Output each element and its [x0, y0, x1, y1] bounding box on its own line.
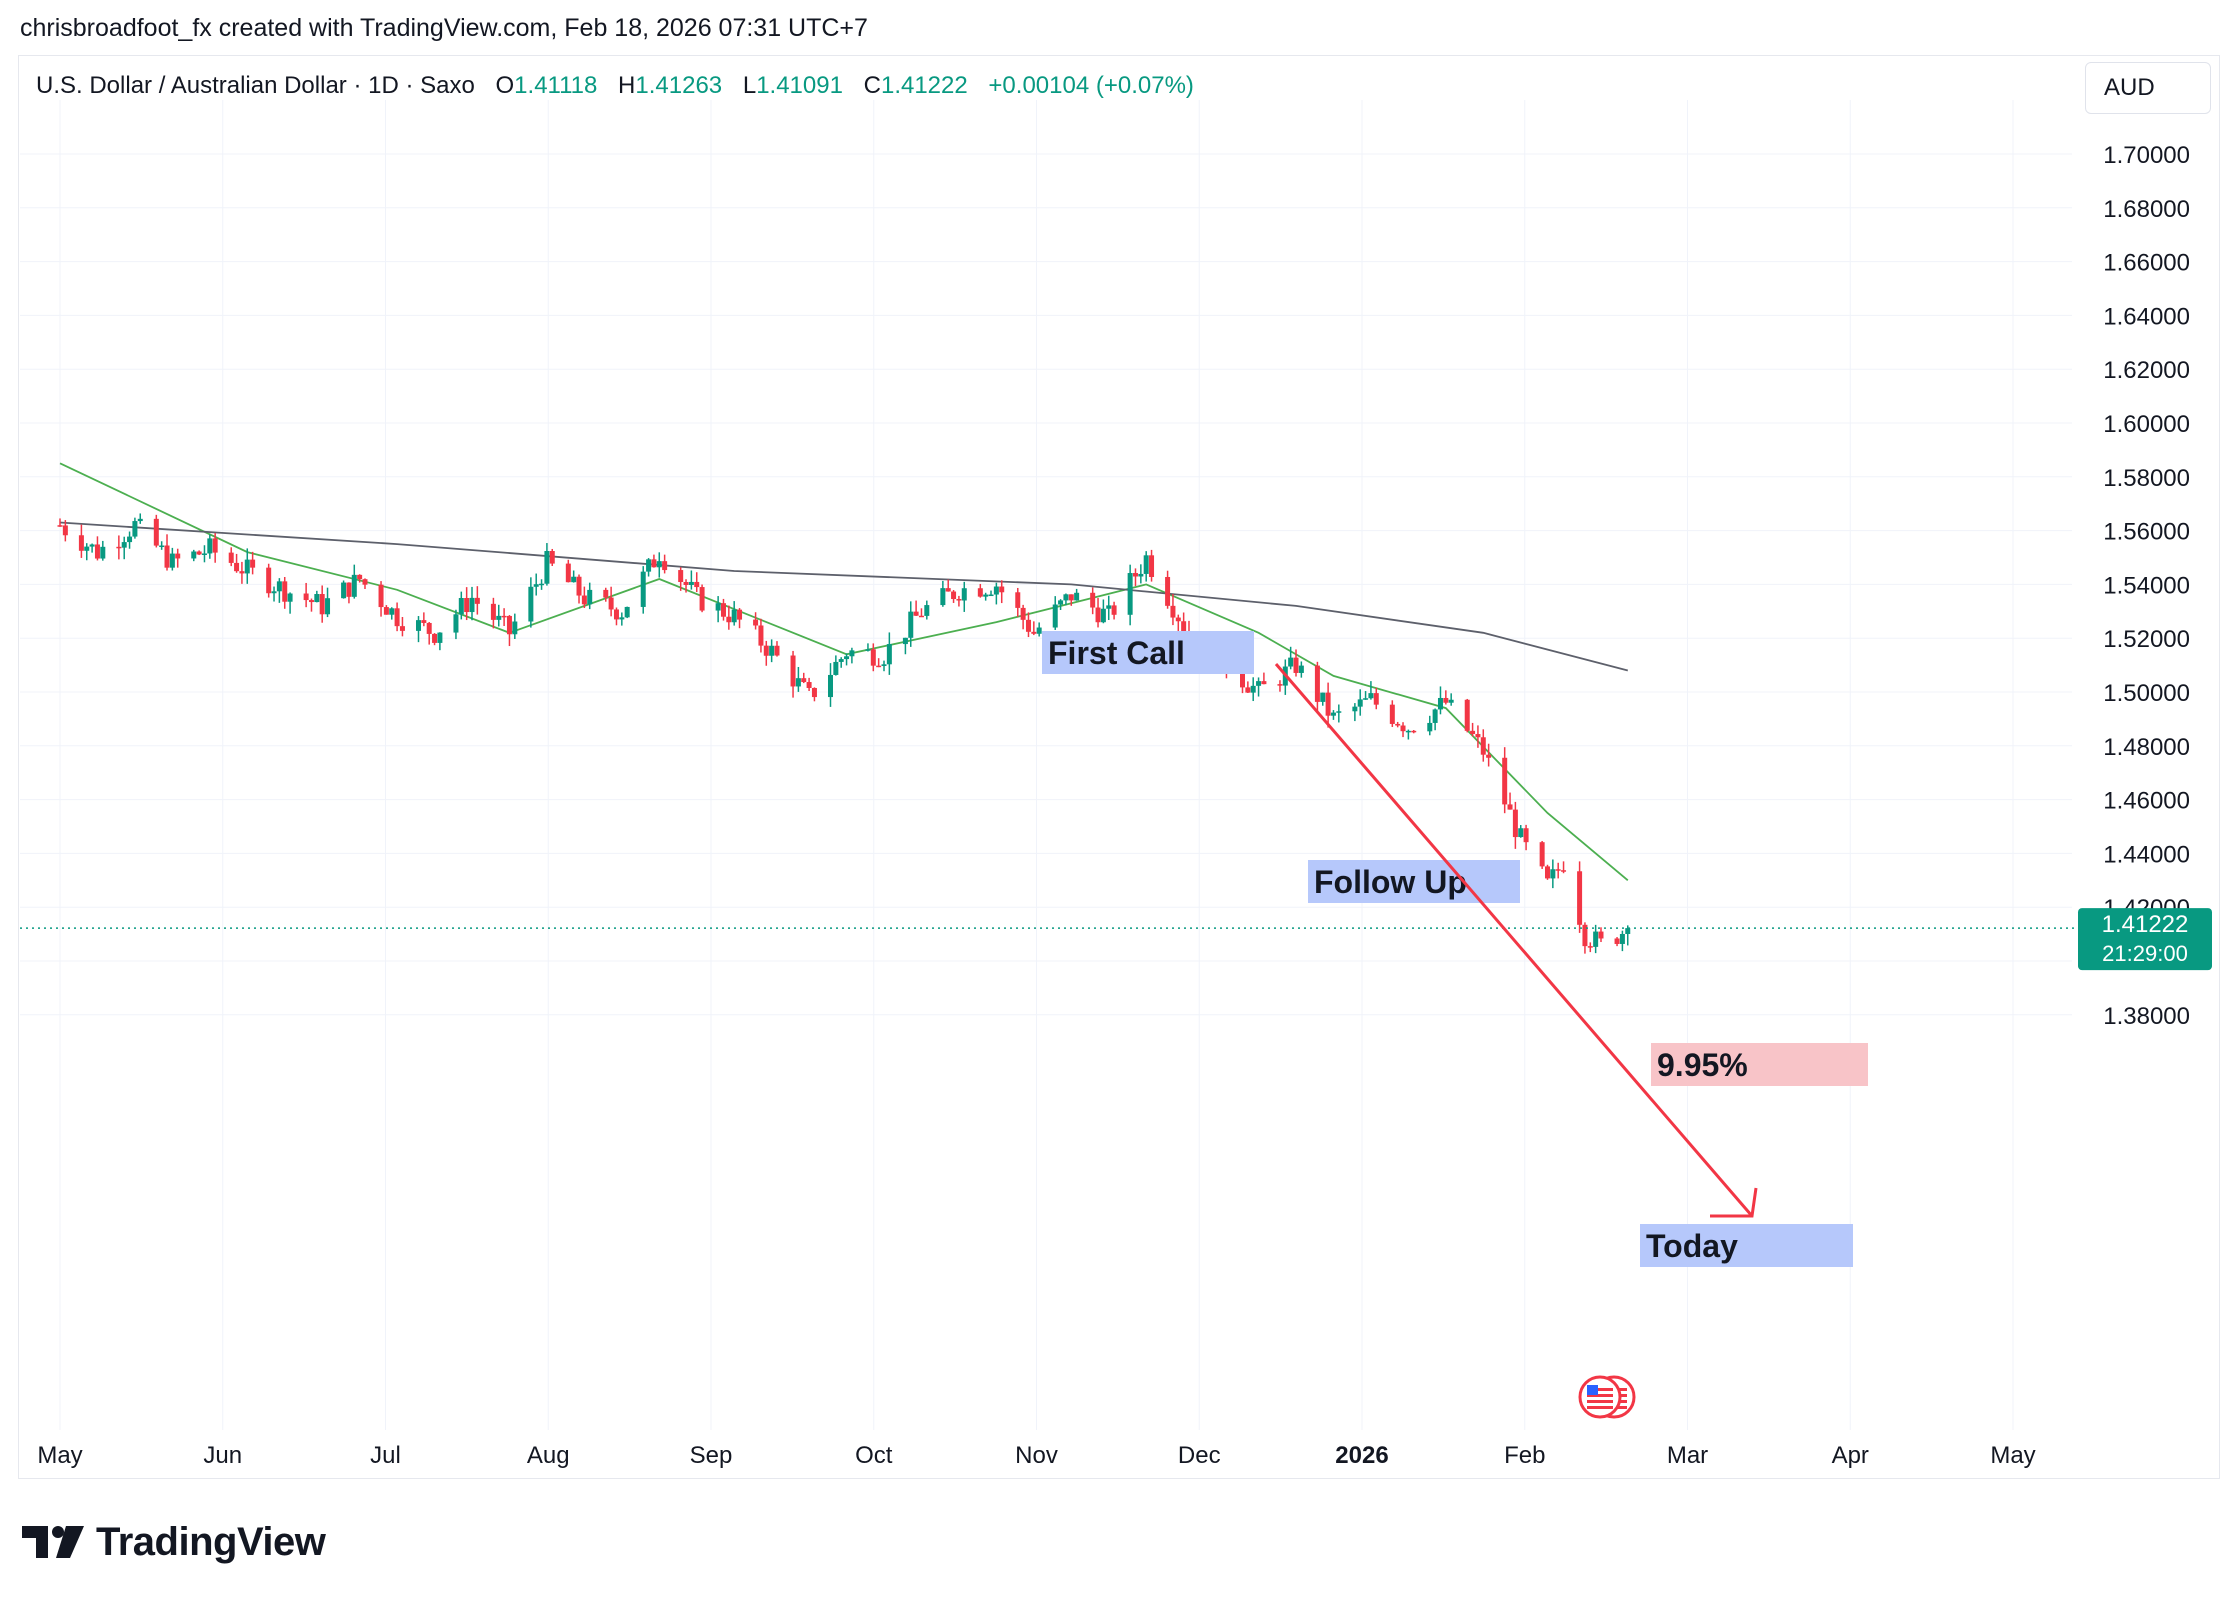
open-label: O — [495, 72, 515, 99]
tradingview-wordmark: TradingView — [96, 1519, 326, 1564]
currency-button[interactable]: AUD — [2085, 62, 2211, 114]
symbol-legend: U.S. Dollar / Australian Dollar · 1D · S… — [36, 72, 1194, 100]
low-value: 1.41091 — [756, 72, 843, 99]
open-value: 1.41118 — [514, 72, 598, 99]
low-label: L — [742, 72, 757, 99]
close-label: C — [863, 72, 881, 99]
high-label: H — [618, 72, 636, 99]
tradingview-logo: TradingView — [22, 1519, 326, 1564]
chart-frame — [18, 55, 2220, 1479]
tradingview-logo-icon — [22, 1526, 84, 1558]
symbol-title[interactable]: U.S. Dollar / Australian Dollar · 1D · S… — [36, 72, 475, 99]
close-value: 1.41222 — [880, 72, 968, 99]
change-value: +0.00104 (+0.07%) — [988, 72, 1194, 99]
high-value: 1.41263 — [635, 72, 723, 99]
chart-attribution: chrisbroadfoot_fx created with TradingVi… — [20, 14, 868, 42]
